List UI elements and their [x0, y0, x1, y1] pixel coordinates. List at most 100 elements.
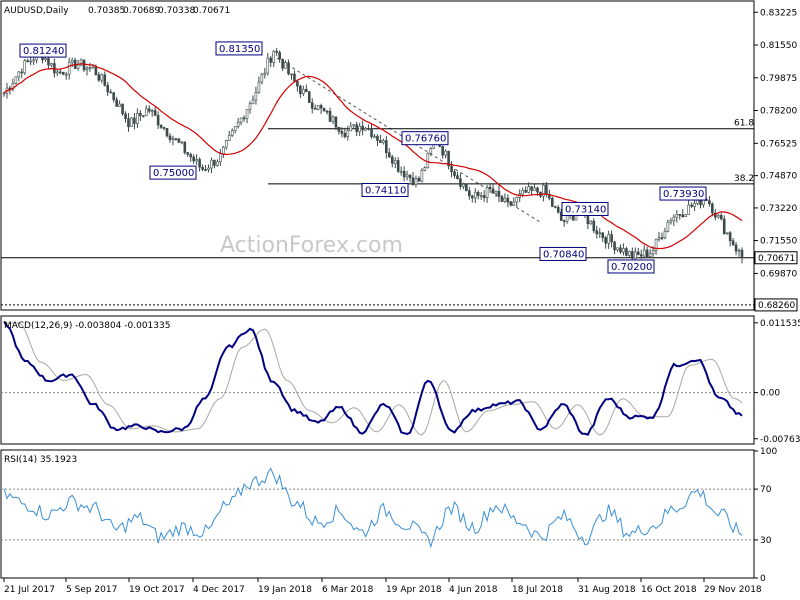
price-candle	[198, 157, 201, 172]
price-tick-label: 0.78200	[760, 107, 797, 117]
price-candle	[82, 59, 86, 72]
price-candle	[67, 57, 71, 80]
price-candle	[180, 141, 184, 145]
price-candle	[177, 138, 181, 144]
price-panel	[0, 0, 755, 311]
price-candle	[595, 225, 599, 239]
svg-text:0.81240: 0.81240	[23, 46, 64, 57]
price-candle	[456, 171, 459, 180]
price-tick-label: 0.83225	[760, 8, 797, 18]
price-candle	[711, 202, 714, 217]
price-candle	[393, 157, 397, 169]
price-annotation: 0.70840	[539, 246, 587, 261]
price-candle	[628, 250, 631, 258]
price-candle	[663, 227, 667, 240]
svg-text:0.73140: 0.73140	[565, 204, 606, 215]
price-candle	[142, 115, 145, 118]
price-candle	[405, 170, 409, 181]
price-annotation: 0.74110	[361, 183, 409, 198]
date-tick-label: 31 Aug 2018	[578, 585, 636, 595]
price-annotation: 0.76760	[401, 131, 449, 146]
ohlc-open: 0.70385	[88, 6, 125, 16]
price-candle	[716, 213, 720, 219]
price-candle	[322, 107, 326, 112]
price-candle	[414, 175, 418, 188]
rsi-tick-label: 70	[760, 485, 772, 495]
price-candle	[396, 157, 400, 174]
price-candle	[358, 122, 361, 137]
fib-level-label: 38.2	[734, 174, 754, 184]
price-candle	[361, 120, 364, 136]
price-candle	[275, 47, 278, 56]
price-candle	[100, 73, 104, 84]
price-candle	[494, 190, 498, 198]
price-candle	[503, 193, 507, 204]
price-candle	[115, 96, 118, 107]
price-candle	[491, 183, 495, 194]
price-candle	[299, 84, 302, 98]
price-candle	[186, 151, 190, 157]
price-candle	[423, 166, 427, 172]
price-annotation: 0.73140	[561, 201, 609, 216]
price-candle	[328, 107, 332, 123]
price-candle	[263, 67, 267, 79]
price-candle	[473, 188, 477, 204]
price-candle	[542, 182, 545, 202]
price-candle	[174, 138, 178, 141]
price-candle	[642, 245, 646, 259]
macd-line	[3, 320, 743, 436]
current-price-label: 0.70671	[758, 254, 795, 264]
price-candle	[296, 79, 299, 92]
support-price-label: 0.68260	[758, 301, 795, 311]
price-candle	[675, 209, 679, 223]
price-candle	[468, 186, 471, 200]
price-candle	[589, 220, 593, 225]
price-tick-label: 0.73220	[760, 204, 797, 214]
price-candle	[690, 202, 693, 209]
price-candle	[352, 123, 356, 128]
price-candle	[236, 118, 240, 129]
price-candle	[390, 154, 394, 168]
price-candle	[657, 232, 661, 242]
price-candle	[109, 89, 112, 94]
price-candle	[227, 130, 231, 141]
price-candle	[512, 197, 516, 206]
price-candle	[290, 73, 293, 80]
price-candle	[684, 213, 687, 218]
fib-level-label: 61.8	[734, 119, 754, 129]
price-candle	[598, 228, 602, 238]
price-candle	[144, 105, 148, 117]
price-candle	[364, 127, 367, 132]
price-candle	[382, 138, 385, 145]
price-candle	[61, 71, 65, 76]
price-candle	[204, 164, 207, 172]
price-candle	[740, 247, 744, 264]
price-candle	[230, 128, 234, 138]
price-candle	[376, 134, 379, 146]
price-candle	[370, 124, 373, 139]
price-candle	[660, 232, 664, 241]
price-candle	[76, 59, 80, 71]
price-candle	[284, 60, 287, 69]
watermark: ActionForex.com	[220, 233, 403, 258]
price-candle	[441, 145, 444, 159]
price-candle	[210, 157, 213, 174]
ohlc-high: 0.70689	[123, 6, 160, 16]
price-candle	[429, 146, 433, 157]
rsi-title: RSI(14) 35.1923	[4, 455, 77, 465]
price-candle	[399, 166, 403, 176]
rsi-tick-label: 100	[760, 447, 777, 457]
rsi-tick-label: 30	[760, 536, 772, 546]
price-tick-label: 0.79875	[760, 74, 797, 84]
price-candle	[248, 101, 252, 114]
price-candle	[349, 121, 353, 132]
date-tick-label: 5 Sep 2017	[66, 585, 117, 595]
price-candle	[681, 209, 685, 218]
price-candle	[479, 192, 483, 200]
price-candle	[106, 81, 110, 96]
price-candle	[527, 182, 530, 194]
price-candle	[708, 196, 711, 207]
price-candle	[183, 141, 187, 155]
price-candle	[648, 248, 652, 259]
price-candle	[64, 71, 68, 80]
